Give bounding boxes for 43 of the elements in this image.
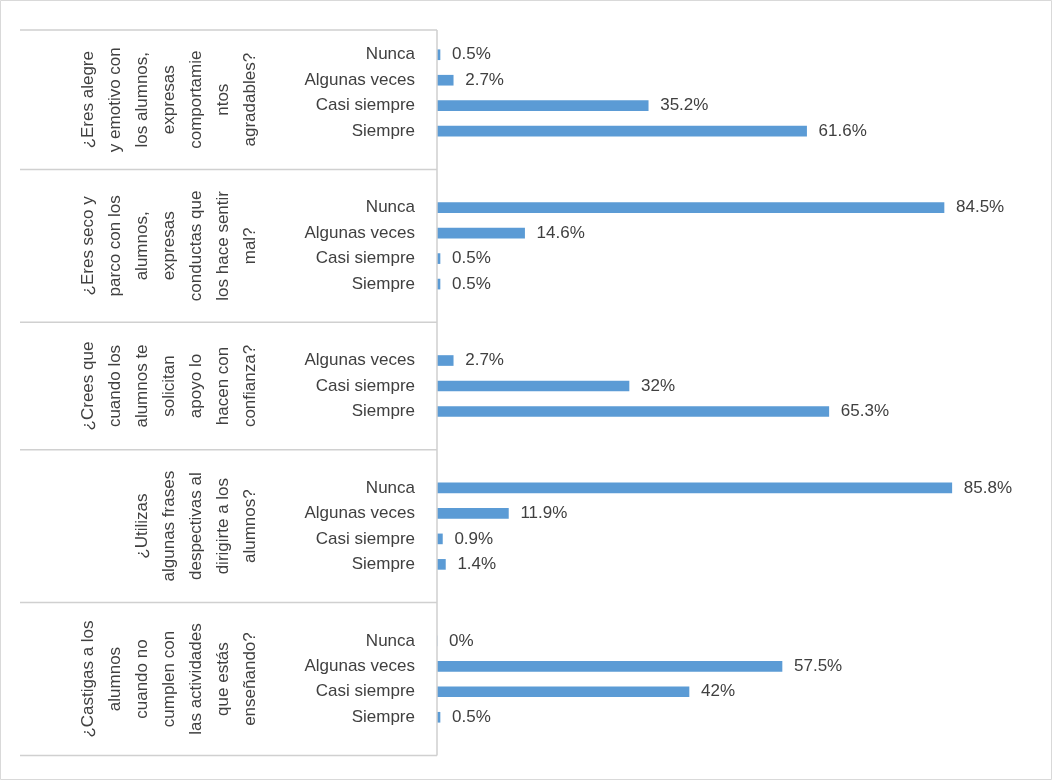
data-label: 0.5% — [452, 248, 491, 268]
data-label: 32% — [641, 375, 676, 395]
y-tick-label: Nunca — [365, 477, 416, 497]
y-tick-label: Siempre — [351, 120, 415, 140]
data-label: 42% — [701, 681, 736, 701]
text: ¿Eres alegre y emotivo con los alumnos, expresas comportamientos agradables? — [77, 47, 259, 153]
text: ¿Eres seco y parco con los alumnos, expresas conductas que los hace sentir mal? — [77, 190, 259, 302]
data-label: 65.3% — [840, 401, 889, 421]
data-label: 61.6% — [818, 120, 867, 140]
y-tick-label: Casi siempre — [315, 248, 415, 268]
data-label: 0.5% — [452, 706, 491, 726]
text: ¿Crees que cuando los alumnos te solicitan apoyo lo hacen con confianza? — [77, 341, 259, 431]
data-label: 2.7% — [465, 69, 504, 89]
y-tick-label: Nunca — [365, 197, 416, 217]
y-tick-label: Algunas veces — [304, 222, 415, 242]
y-tick-label: Siempre — [351, 273, 415, 293]
y-tick-label: Nunca — [365, 630, 416, 650]
y-tick-label: Siempre — [351, 554, 415, 574]
data-label: 11.9% — [520, 503, 568, 523]
y-tick-label: Siempre — [351, 706, 415, 726]
y-tick-label: Casi siempre — [315, 528, 415, 548]
data-label: 0.5% — [452, 44, 491, 64]
text: ¿Castigas a los alumnos cuando no cumplen con las actividades que estás enseñando? — [77, 620, 259, 738]
y-tick-label: Algunas veces — [304, 503, 415, 523]
y-tick-label: Casi siempre — [315, 681, 415, 701]
data-label: 85.8% — [963, 477, 1012, 497]
data-label: 0.9% — [454, 528, 494, 548]
data-label: 1.4% — [457, 554, 497, 574]
data-label: 0% — [449, 630, 474, 650]
y-tick-label: Algunas veces — [304, 350, 415, 370]
data-label: 35.2% — [660, 95, 709, 115]
data-label: 2.7% — [465, 350, 504, 370]
data-label: 14.6% — [536, 222, 585, 242]
data-label: 57.5% — [794, 655, 843, 675]
y-tick-label: Nunca — [365, 44, 416, 64]
text: ¿Utilizas algunas frases despectivas al dirigirte a los alumnos? — [131, 470, 259, 582]
y-tick-label: Casi siempre — [315, 375, 415, 395]
y-tick-label: Algunas veces — [304, 655, 415, 675]
y-tick-label: Siempre — [351, 401, 415, 421]
data-label: 0.5% — [452, 273, 491, 293]
y-tick-label: Algunas veces — [304, 69, 415, 89]
data-label: 84.5% — [956, 197, 1005, 217]
y-tick-label: Casi siempre — [315, 95, 415, 115]
